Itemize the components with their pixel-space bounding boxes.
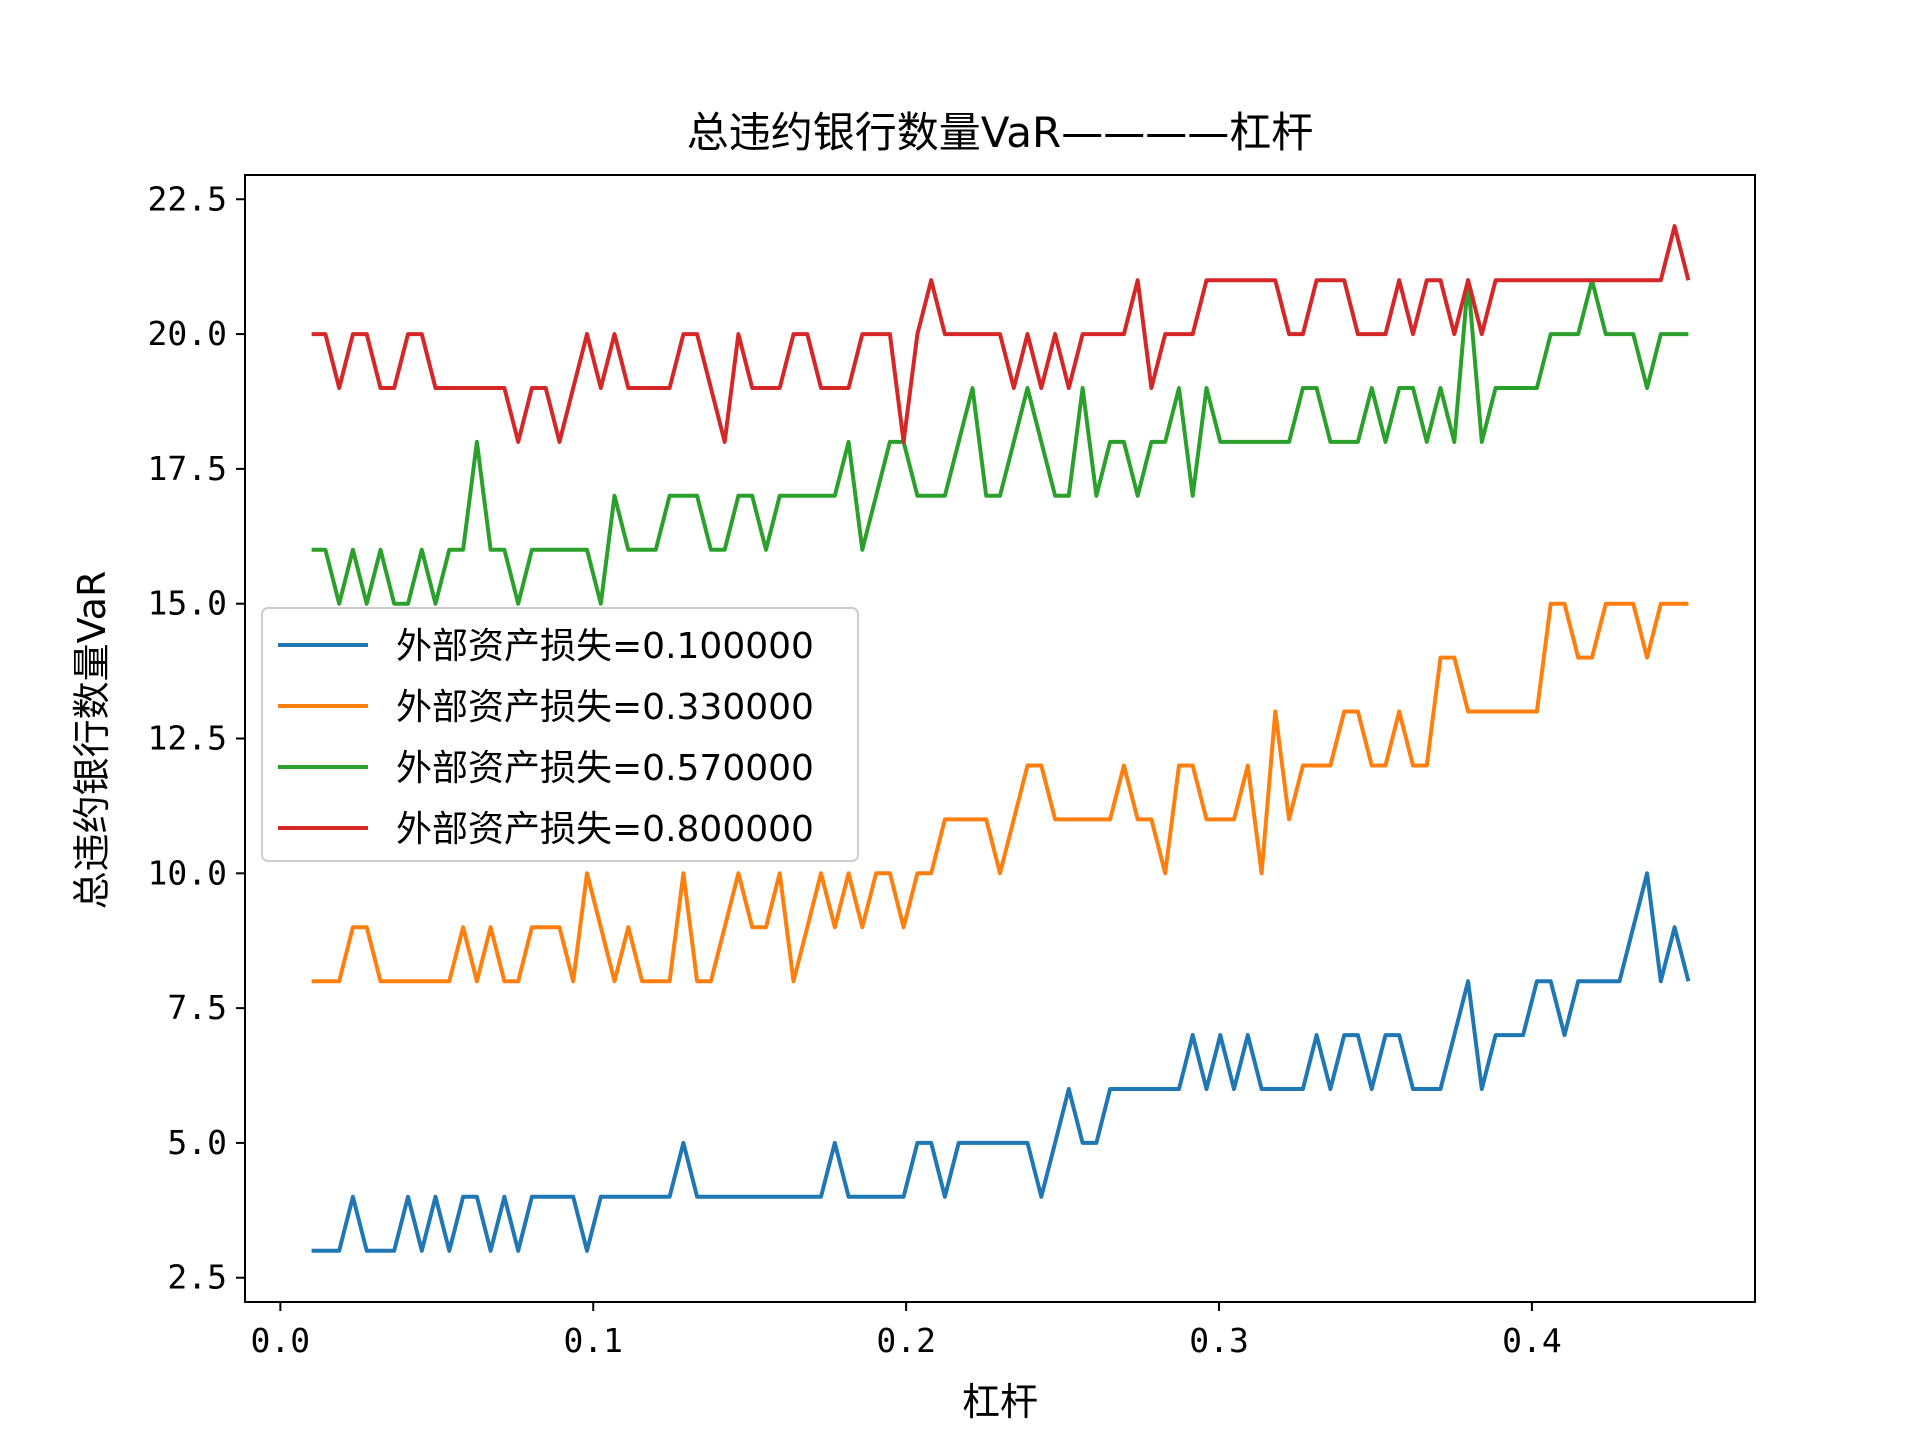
y-tick-label: 5.0: [167, 1123, 227, 1162]
series-line-1: [311, 601, 1689, 984]
legend-label-1: 外部资产损失=0.330000: [396, 687, 814, 728]
y-tick-label: 15.0: [148, 584, 227, 623]
legend-box: [261, 607, 859, 862]
y-tick-label: 12.5: [148, 719, 227, 758]
x-tick-label: 0.3: [1189, 1321, 1249, 1360]
series-line-0: [311, 871, 1691, 1253]
y-axis-label: 总违约银行数量VaR: [70, 571, 114, 910]
series-line-2: [311, 278, 1689, 606]
chart-title: 总违约银行数量VaR————杠杆: [687, 108, 1313, 157]
y-axis: 2.5 5.0 7.5 10.0 12.5 15.0 17.5 20.0 22.5: [148, 179, 245, 1297]
legend-label-0: 外部资产损失=0.100000: [396, 626, 814, 667]
legend-label-2: 外部资产损失=0.570000: [396, 748, 814, 789]
x-axis-label: 杠杆: [962, 1380, 1038, 1424]
x-tick-label: 0.0: [251, 1321, 311, 1360]
legend-label-3: 外部资产损失=0.800000: [396, 809, 814, 850]
y-tick-label: 10.0: [148, 853, 227, 892]
series-line-3: [311, 224, 1691, 444]
series-layer: [311, 224, 1691, 1253]
x-tick-label: 0.4: [1502, 1321, 1562, 1360]
x-tick-label: 0.1: [563, 1321, 623, 1360]
y-tick-label: 2.5: [167, 1258, 227, 1297]
y-tick-label: 20.0: [148, 314, 227, 353]
y-tick-label: 7.5: [167, 988, 227, 1027]
x-axis: 0.0 0.1 0.2 0.3 0.4: [251, 1302, 1562, 1360]
y-tick-label: 22.5: [148, 179, 227, 218]
x-tick-label: 0.2: [876, 1321, 936, 1360]
y-tick-label: 17.5: [148, 449, 227, 488]
legend: 外部资产损失=0.100000 外部资产损失=0.330000 外部资产损失=0.5…: [261, 607, 859, 862]
